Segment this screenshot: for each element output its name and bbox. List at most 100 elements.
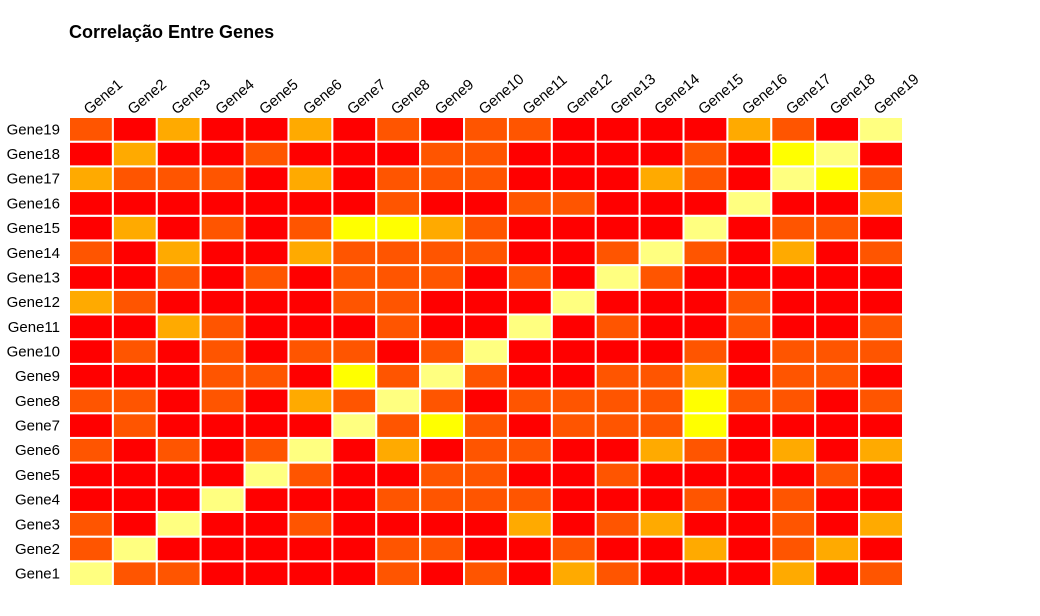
heatmap-cell-gene19-gene7 <box>331 116 378 143</box>
heatmap-cell-gene11-gene6 <box>287 313 334 341</box>
heatmap-cell-gene19-gene17 <box>770 116 817 143</box>
heatmap-cell-gene16-gene7 <box>331 190 378 217</box>
heatmap-cell-gene6-gene3 <box>155 436 202 464</box>
heatmap-cell-gene8-gene6 <box>287 387 334 415</box>
heatmap-cell-gene2-gene7 <box>331 535 378 563</box>
heatmap-cell-gene3-gene5 <box>243 510 290 538</box>
heatmap-cell-gene17-gene6 <box>287 165 334 193</box>
row-label-gene3: Gene3 <box>15 516 60 533</box>
heatmap-cell-gene19-gene10 <box>463 116 509 143</box>
heatmap-cell-gene10-gene7 <box>331 338 378 365</box>
heatmap-cell-gene1-gene1 <box>68 560 114 588</box>
heatmap-cell-gene3-gene1 <box>68 510 114 538</box>
heatmap-cell-gene8-gene10 <box>463 387 509 415</box>
row-label-gene16: Gene16 <box>7 195 60 212</box>
heatmap-cell-gene19-gene6 <box>287 116 334 143</box>
heatmap-cell-gene11-gene8 <box>375 313 422 341</box>
heatmap-cell-gene2-gene3 <box>155 535 202 563</box>
heatmap-cell-gene7-gene8 <box>375 412 422 439</box>
heatmap-cell-gene10-gene9 <box>419 338 466 365</box>
heatmap-cell-gene12-gene2 <box>111 288 158 316</box>
heatmap-cell-gene17-gene1 <box>68 165 114 193</box>
heatmap-cell-gene13-gene18 <box>814 264 861 291</box>
heatmap-cell-gene11-gene5 <box>243 313 290 341</box>
heatmap-cell-gene9-gene6 <box>287 362 334 390</box>
column-labels: Gene1Gene2Gene3Gene4Gene5Gene6Gene7Gene8… <box>81 71 923 118</box>
heatmap-cell-gene9-gene8 <box>375 362 422 390</box>
heatmap-cell-gene14-gene15 <box>682 239 729 267</box>
heatmap-cell-gene5-gene17 <box>770 461 817 489</box>
column-label-gene19: Gene19 <box>871 71 923 118</box>
heatmap-cell-gene12-gene18 <box>814 288 861 316</box>
heatmap-cell-gene5-gene10 <box>463 461 509 489</box>
heatmap-cell-gene16-gene9 <box>419 190 466 217</box>
heatmap-cell-gene18-gene2 <box>111 140 158 168</box>
heatmap-cell-gene19-gene13 <box>594 116 641 143</box>
heatmap-cell-gene5-gene18 <box>814 461 861 489</box>
heatmap-cell-gene18-gene8 <box>375 140 422 168</box>
heatmap-cell-gene18-gene3 <box>155 140 202 168</box>
heatmap-cell-gene6-gene8 <box>375 436 422 464</box>
heatmap-cell-gene4-gene6 <box>287 486 334 513</box>
heatmap-cell-gene9-gene18 <box>814 362 861 390</box>
heatmap-cell-gene19-gene14 <box>638 116 685 143</box>
heatmap-cell-gene2-gene12 <box>550 535 597 563</box>
heatmap-cell-gene16-gene11 <box>506 190 553 217</box>
heatmap-cell-gene5-gene2 <box>111 461 158 489</box>
heatmap-cell-gene9-gene7 <box>331 362 378 390</box>
heatmap-cell-gene18-gene18 <box>814 140 861 168</box>
heatmap-cell-gene16-gene15 <box>682 190 729 217</box>
heatmap-cell-gene7-gene13 <box>594 412 641 439</box>
heatmap-cell-gene10-gene19 <box>858 338 905 365</box>
heatmap-cell-gene13-gene5 <box>243 264 290 291</box>
heatmap-cell-gene14-gene6 <box>287 239 334 267</box>
heatmap-cell-gene7-gene3 <box>155 412 202 439</box>
heatmap-cell-gene1-gene17 <box>770 560 817 588</box>
column-label-gene16: Gene16 <box>739 71 791 118</box>
column-label-gene12: Gene12 <box>563 71 615 118</box>
heatmap-cell-gene16-gene6 <box>287 190 334 217</box>
heatmap-cell-gene4-gene19 <box>858 486 905 513</box>
heatmap-cell-gene5-gene11 <box>506 461 553 489</box>
heatmap-cell-gene8-gene12 <box>550 387 597 415</box>
heatmap-cell-gene13-gene7 <box>331 264 378 291</box>
heatmap-cell-gene8-gene18 <box>814 387 861 415</box>
heatmap-cell-gene7-gene17 <box>770 412 817 439</box>
heatmap-cell-gene15-gene11 <box>506 214 553 242</box>
heatmap-cell-gene10-gene2 <box>111 338 158 365</box>
heatmap-cell-gene17-gene18 <box>814 165 861 193</box>
heatmap-cell-gene7-gene9 <box>419 412 466 439</box>
heatmap-cell-gene18-gene15 <box>682 140 729 168</box>
heatmap-cell-gene9-gene3 <box>155 362 202 390</box>
heatmap-cell-gene12-gene8 <box>375 288 422 316</box>
heatmap-cell-gene17-gene9 <box>419 165 466 193</box>
column-label-gene1: Gene1 <box>81 76 126 118</box>
heatmap-cell-gene17-gene15 <box>682 165 729 193</box>
heatmap-cell-gene7-gene14 <box>638 412 685 439</box>
column-label-gene15: Gene15 <box>695 71 747 118</box>
heatmap-cell-gene7-gene12 <box>550 412 597 439</box>
heatmap-cell-gene18-gene11 <box>506 140 553 168</box>
heatmap-cell-gene5-gene13 <box>594 461 641 489</box>
heatmap-cell-gene16-gene14 <box>638 190 685 217</box>
heatmap-cell-gene13-gene19 <box>858 264 905 291</box>
heatmap-cell-gene13-gene14 <box>638 264 685 291</box>
heatmap-cell-gene13-gene13 <box>594 264 641 291</box>
heatmap-cell-gene9-gene11 <box>506 362 553 390</box>
heatmap-cell-gene3-gene8 <box>375 510 422 538</box>
heatmap-cell-gene10-gene13 <box>594 338 641 365</box>
heatmap-cell-gene6-gene2 <box>111 436 158 464</box>
row-label-gene9: Gene9 <box>15 368 60 385</box>
heatmap-cell-gene8-gene7 <box>331 387 378 415</box>
heatmap-cell-gene1-gene16 <box>726 560 773 588</box>
heatmap-cell-gene3-gene4 <box>199 510 246 538</box>
heatmap-cell-gene14-gene14 <box>638 239 685 267</box>
heatmap-cells <box>68 116 905 588</box>
heatmap-cell-gene19-gene19 <box>858 116 905 143</box>
heatmap-cell-gene3-gene15 <box>682 510 729 538</box>
heatmap-cell-gene14-gene16 <box>726 239 773 267</box>
heatmap-cell-gene3-gene2 <box>111 510 158 538</box>
heatmap-cell-gene17-gene12 <box>550 165 597 193</box>
heatmap-cell-gene11-gene11 <box>506 313 553 341</box>
heatmap-cell-gene14-gene8 <box>375 239 422 267</box>
